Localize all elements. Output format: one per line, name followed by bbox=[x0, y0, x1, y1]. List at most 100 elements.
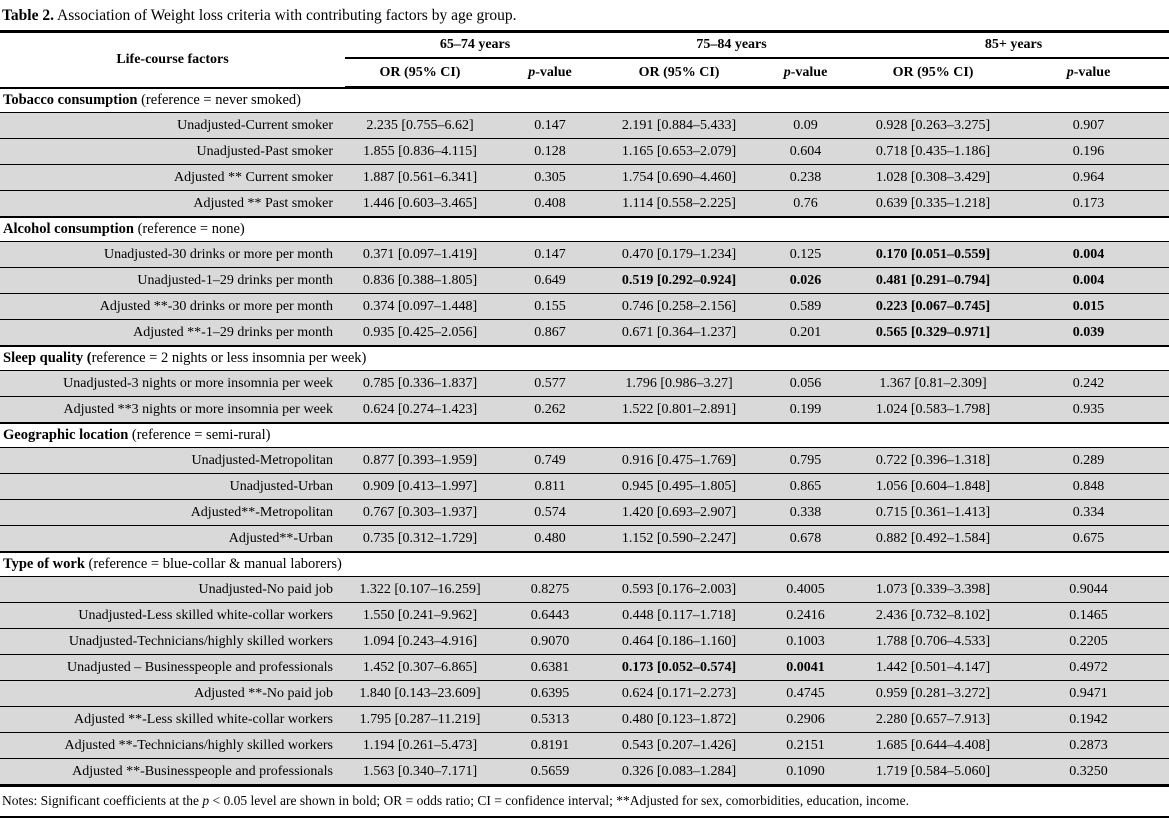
or-ci-cell: 0.909 [0.413–1.997] bbox=[345, 473, 495, 501]
row-label: Adjusted **-1–29 drinks per month bbox=[0, 319, 345, 347]
col-header-life-course-factors: Life-course factors bbox=[0, 31, 345, 88]
or-ci-cell: 0.223 [0.067–0.745] bbox=[858, 293, 1009, 321]
p-value-cell: 0.649 bbox=[495, 267, 606, 295]
p-value-cell: 0.4972 bbox=[1008, 654, 1169, 682]
section-label: Sleep quality (reference = 2 nights or l… bbox=[0, 345, 1169, 372]
or-ci-cell: 1.754 [0.690–4.460] bbox=[605, 164, 754, 192]
row-label: Unadjusted-Past smoker bbox=[0, 138, 345, 166]
or-ci-cell: 0.718 [0.435–1.186] bbox=[858, 138, 1009, 166]
or-ci-cell: 0.639 [0.335–1.218] bbox=[858, 190, 1009, 218]
or-ci-cell: 0.836 [0.388–1.805] bbox=[345, 267, 495, 295]
row-label: Unadjusted-Less skilled white-collar wor… bbox=[0, 602, 345, 630]
p-value-cell: 0.8191 bbox=[495, 732, 606, 760]
p-value-cell: 0.2205 bbox=[1008, 628, 1169, 656]
p-value-cell: 0.1003 bbox=[753, 628, 859, 656]
or-ci-cell: 0.374 [0.097–1.448] bbox=[345, 293, 495, 321]
p-value-cell: 0.262 bbox=[495, 396, 606, 424]
p-value-cell: 0.056 bbox=[753, 370, 859, 398]
col-header-p-value-1: p-value bbox=[495, 58, 606, 90]
col-header-or-ci-2: OR (95% CI) bbox=[605, 58, 754, 90]
p-value-cell: 0.155 bbox=[495, 293, 606, 321]
p-value-cell: 0.128 bbox=[495, 138, 606, 166]
row-label: Unadjusted-30 drinks or more per month bbox=[0, 241, 345, 269]
col-header-age-65-74: 65–74 years bbox=[345, 31, 606, 60]
section-header-row: Sleep quality (reference = 2 nights or l… bbox=[0, 345, 1169, 372]
or-ci-cell: 2.235 [0.755–6.62] bbox=[345, 112, 495, 140]
p-value-cell: 0.173 bbox=[1008, 190, 1169, 218]
p-value-cell: 0.147 bbox=[495, 112, 606, 140]
or-ci-cell: 0.877 [0.393–1.959] bbox=[345, 447, 495, 475]
table-row: Adjusted **-Less skilled white-collar wo… bbox=[0, 706, 1169, 734]
table-row: Adjusted **-Technicians/highly skilled w… bbox=[0, 732, 1169, 760]
row-label: Adjusted **-30 drinks or more per month bbox=[0, 293, 345, 321]
p-value-cell: 0.2151 bbox=[753, 732, 859, 760]
or-ci-cell: 1.550 [0.241–9.962] bbox=[345, 602, 495, 630]
or-ci-cell: 0.326 [0.083–1.284] bbox=[605, 758, 754, 787]
p-value-cell: 0.338 bbox=[753, 499, 859, 527]
p-value-cell: 0.4745 bbox=[753, 680, 859, 708]
p-value-cell: 0.199 bbox=[753, 396, 859, 424]
p-value-cell: 0.589 bbox=[753, 293, 859, 321]
section-header-row: Geographic location (reference = semi-ru… bbox=[0, 422, 1169, 449]
p-value-cell: 0.4005 bbox=[753, 576, 859, 604]
or-ci-cell: 1.442 [0.501–4.147] bbox=[858, 654, 1009, 682]
row-label: Adjusted**-Metropolitan bbox=[0, 499, 345, 527]
p-value-cell: 0.6395 bbox=[495, 680, 606, 708]
p-value-cell: 0.6381 bbox=[495, 654, 606, 682]
or-ci-cell: 2.191 [0.884–5.433] bbox=[605, 112, 754, 140]
p-value-cell: 0.2416 bbox=[753, 602, 859, 630]
table-row: Unadjusted-Urban 0.909 [0.413–1.997] 0.811… bbox=[0, 473, 1169, 501]
p-value-cell: 0.480 bbox=[495, 525, 606, 553]
p-value-cell: 0.9044 bbox=[1008, 576, 1169, 604]
p-value-cell: 0.015 bbox=[1008, 293, 1169, 321]
or-ci-cell: 0.470 [0.179–1.234] bbox=[605, 241, 754, 269]
or-ci-cell: 1.028 [0.308–3.429] bbox=[858, 164, 1009, 192]
table-row: Unadjusted-30 drinks or more per month 0.… bbox=[0, 241, 1169, 269]
table-notes: Notes: Significant coefficients at the p… bbox=[0, 787, 1169, 818]
p-value-cell: 0.964 bbox=[1008, 164, 1169, 192]
table-row: Unadjusted-Past smoker 1.855 [0.836–4.115… bbox=[0, 138, 1169, 166]
or-ci-cell: 2.436 [0.732–8.102] bbox=[858, 602, 1009, 630]
or-ci-cell: 1.073 [0.339–3.398] bbox=[858, 576, 1009, 604]
or-ci-cell: 1.795 [0.287–11.219] bbox=[345, 706, 495, 734]
p-value-cell: 0.604 bbox=[753, 138, 859, 166]
or-ci-cell: 2.280 [0.657–7.913] bbox=[858, 706, 1009, 734]
or-ci-cell: 0.767 [0.303–1.937] bbox=[345, 499, 495, 527]
p-value-cell: 0.125 bbox=[753, 241, 859, 269]
p-value-cell: 0.9070 bbox=[495, 628, 606, 656]
table-row: Adjusted**-Metropolitan 0.767 [0.303–1.93… bbox=[0, 499, 1169, 527]
or-ci-cell: 1.024 [0.583–1.798] bbox=[858, 396, 1009, 424]
table-row: Adjusted ** Past smoker 1.446 [0.603–3.46… bbox=[0, 190, 1169, 218]
or-ci-cell: 1.114 [0.558–2.225] bbox=[605, 190, 754, 218]
p-value-cell: 0.026 bbox=[753, 267, 859, 295]
col-header-age-75-84: 75–84 years bbox=[605, 31, 859, 60]
p-value-cell: 0.039 bbox=[1008, 319, 1169, 347]
row-label: Unadjusted-1–29 drinks per month bbox=[0, 267, 345, 295]
table-row: Adjusted **-Businesspeople and professio… bbox=[0, 758, 1169, 787]
col-header-age-85-plus: 85+ years bbox=[858, 31, 1169, 60]
section-header-row: Type of work (reference = blue-collar & … bbox=[0, 551, 1169, 578]
p-value-cell: 0.678 bbox=[753, 525, 859, 553]
table-row: Unadjusted-Metropolitan 0.877 [0.393–1.95… bbox=[0, 447, 1169, 475]
row-label: Adjusted ** Current smoker bbox=[0, 164, 345, 192]
or-ci-cell: 0.959 [0.281–3.272] bbox=[858, 680, 1009, 708]
p-value-cell: 0.907 bbox=[1008, 112, 1169, 140]
p-value-cell: 0.289 bbox=[1008, 447, 1169, 475]
row-label: Unadjusted-3 nights or more insomnia per… bbox=[0, 370, 345, 398]
or-ci-cell: 0.882 [0.492–1.584] bbox=[858, 525, 1009, 553]
or-ci-cell: 0.170 [0.051–0.559] bbox=[858, 241, 1009, 269]
or-ci-cell: 1.522 [0.801–2.891] bbox=[605, 396, 754, 424]
row-label: Adjusted **-Less skilled white-collar wo… bbox=[0, 706, 345, 734]
p-value-cell: 0.867 bbox=[495, 319, 606, 347]
row-label: Unadjusted-No paid job bbox=[0, 576, 345, 604]
p-value-cell: 0.1465 bbox=[1008, 602, 1169, 630]
p-value-cell: 0.5659 bbox=[495, 758, 606, 787]
col-header-or-ci-3: OR (95% CI) bbox=[858, 58, 1009, 90]
p-value-cell: 0.09 bbox=[753, 112, 859, 140]
or-ci-cell: 1.446 [0.603–3.465] bbox=[345, 190, 495, 218]
table-header: Life-course factors 65–74 years 75–84 ye… bbox=[0, 31, 1169, 90]
or-ci-cell: 0.464 [0.186–1.160] bbox=[605, 628, 754, 656]
p-value-cell: 0.811 bbox=[495, 473, 606, 501]
p-value-cell: 0.004 bbox=[1008, 267, 1169, 295]
or-ci-cell: 1.367 [0.81–2.309] bbox=[858, 370, 1009, 398]
